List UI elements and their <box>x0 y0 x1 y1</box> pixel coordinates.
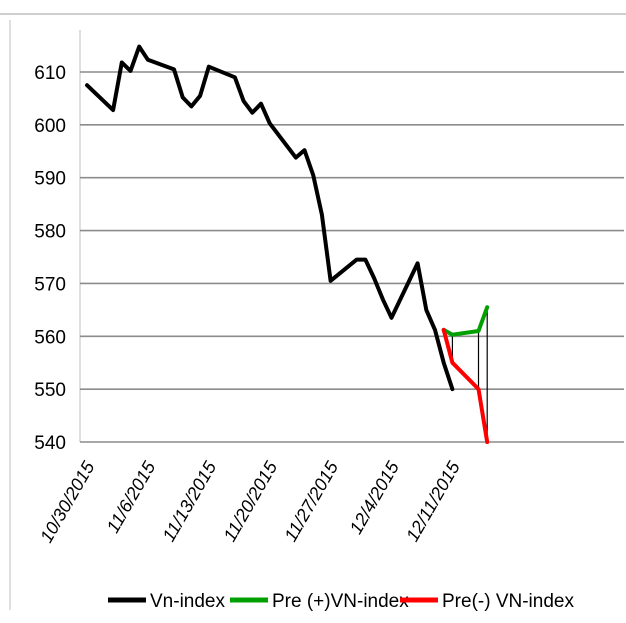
series-line <box>441 327 490 444</box>
y-tick-label: 590 <box>34 169 66 190</box>
y-tick-label: 570 <box>34 274 66 295</box>
x-tick-label: 11/20/2015 <box>219 457 281 545</box>
x-tick-label: 10/30/2015 <box>36 457 99 546</box>
series-lines <box>85 44 490 444</box>
legend-label: Pre(-) VN-index <box>442 591 574 612</box>
series-line <box>85 44 455 392</box>
x-tick-label: 12/11/2015 <box>402 457 464 545</box>
x-axis-ticks: 10/30/2015 11/6/2015 11/13/2015 11/20/2015 1… <box>36 457 464 546</box>
y-tick-label: 610 <box>34 63 66 84</box>
y-tick-label: 600 <box>34 116 66 137</box>
legend-label: Pre (+)VN-index <box>272 591 409 612</box>
y-tick-label: 560 <box>34 327 66 348</box>
series-line <box>441 305 490 337</box>
y-tick-label: 540 <box>34 433 66 454</box>
legend-label: Vn-index <box>150 591 225 612</box>
x-tick-label: 11/6/2015 <box>103 457 160 536</box>
x-tick-label: 11/13/2015 <box>159 457 221 545</box>
y-axis-ticks: 540 550 560 570 580 590 600 610 <box>34 63 66 454</box>
x-tick-label: 11/27/2015 <box>280 457 342 545</box>
y-tick-label: 580 <box>34 222 66 243</box>
x-tick-label: 12/4/2015 <box>346 457 404 537</box>
gridlines <box>80 71 624 443</box>
legend: Vn-index Pre (+)VN-index Pre(-) VN-index <box>108 591 574 612</box>
y-tick-label: 550 <box>34 380 66 401</box>
plot-frame <box>0 13 626 610</box>
